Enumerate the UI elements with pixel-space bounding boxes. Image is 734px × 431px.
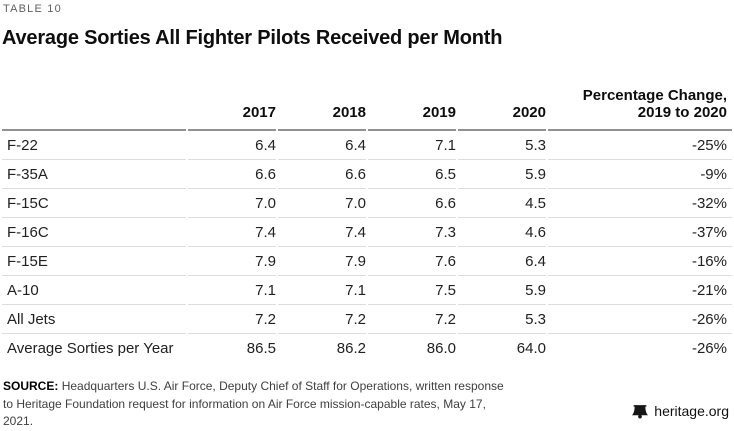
table-row-f15e: F-15E 7.9 7.9 7.6 6.4 -16% [2,247,732,276]
percentage-change-line1: Percentage Change, [582,87,727,104]
percentage-change-line2: 2019 to 2020 [637,104,727,121]
col-header-2018: 2018 [278,87,366,131]
cell-2019: 6.6 [368,189,456,218]
cell-pct-change: -21% [548,276,732,305]
row-label: F-22 [2,131,186,160]
cell-2020: 64.0 [516,340,546,357]
cell-2018: 7.0 [278,189,366,218]
table-title: Average Sorties All Fighter Pilots Recei… [2,27,503,49]
cell-pct-change: -26% [548,305,732,334]
row-label: F-15E [2,247,186,276]
heritage-org-link[interactable]: heritage.org [632,403,729,419]
row-label: F-35A [2,160,186,189]
cell-2017: 6.6 [188,160,276,189]
table-row-f22: F-22 6.4 6.4 7.1 5.3 -25% [2,131,732,160]
table-header: 2017 2018 2019 2020 Percentage Change, 2… [2,87,732,131]
cell-pct-change: -32% [548,189,732,218]
cell-2019: 86.0 [426,340,456,357]
row-label: A-10 [2,276,186,305]
cell-2020: 5.9 [458,160,546,189]
col-header-percentage-change: Percentage Change, 2019 to 2020 [548,87,732,131]
cell-2020: 6.4 [458,247,546,276]
header-row: 2017 2018 2019 2020 Percentage Change, 2… [2,87,732,131]
liberty-bell-icon [632,404,649,419]
table-row-all-jets: All Jets 7.2 7.2 7.2 5.3 -26% [2,305,732,334]
table-row-a10: A-10 7.1 7.1 7.5 5.9 -21% [2,276,732,305]
table-row-f16c: F-16C 7.4 7.4 7.3 4.6 -37% [2,218,732,247]
source-text: Headquarters U.S. Air Force, Deputy Chie… [3,379,504,428]
cell-2019: 7.3 [368,218,456,247]
cell-2018: 6.6 [278,160,366,189]
cell-2018: 6.4 [278,131,366,160]
cell-2020: 4.6 [458,218,546,247]
cell-2017: 7.0 [188,189,276,218]
table-row-f35a: F-35A 6.6 6.6 6.5 5.9 -9% [2,160,732,189]
cell-2018: 86.2 [336,340,366,357]
table-row-average-sorties-per-year: Average Sorties per Year 86.5 86.2 86.0 … [2,334,732,362]
cell-2017: 7.2 [188,305,276,334]
cell-pct-change: -16% [548,247,732,276]
cell-2019: 6.5 [368,160,456,189]
cell-2018: 7.4 [278,218,366,247]
cell-2018: 7.9 [278,247,366,276]
cell-2020: 5.9 [458,276,546,305]
sorties-table: 2017 2018 2019 2020 Percentage Change, 2… [0,87,734,362]
cell-pct-change: -26% [691,340,727,357]
source-label: SOURCE: [3,379,59,393]
table-kicker: TABLE 10 [3,3,62,15]
col-header-2017: 2017 [188,87,276,131]
table-body: F-22 6.4 6.4 7.1 5.3 -25% F-35A 6.6 6.6 … [2,131,732,362]
cell-2017: 7.4 [188,218,276,247]
cell-2018: 7.1 [278,276,366,305]
cell-pct-change: -37% [548,218,732,247]
cell-2019: 7.2 [368,305,456,334]
cell-pct-change: -9% [548,160,732,189]
cell-2020: 5.3 [458,305,546,334]
col-header-2019: 2019 [368,87,456,131]
cell-2019: 7.5 [368,276,456,305]
col-header-2020: 2020 [458,87,546,131]
cell-2020: 5.3 [458,131,546,160]
cell-2019: 7.6 [368,247,456,276]
heritage-org-label: heritage.org [654,403,729,419]
cell-2019: 7.1 [368,131,456,160]
col-header-aircraft [2,87,186,131]
cell-2017: 86.5 [246,340,276,357]
row-label: Average Sorties per Year [7,340,174,357]
row-label: All Jets [2,305,186,334]
cell-2017: 7.1 [188,276,276,305]
cell-2017: 6.4 [188,131,276,160]
table-row-f15c: F-15C 7.0 7.0 6.6 4.5 -32% [2,189,732,218]
cell-2018: 7.2 [278,305,366,334]
source-note: SOURCE: Headquarters U.S. Air Force, Dep… [3,378,515,431]
row-label: F-15C [2,189,186,218]
cell-2017: 7.9 [188,247,276,276]
row-label: F-16C [2,218,186,247]
cell-pct-change: -25% [548,131,732,160]
cell-2020: 4.5 [458,189,546,218]
